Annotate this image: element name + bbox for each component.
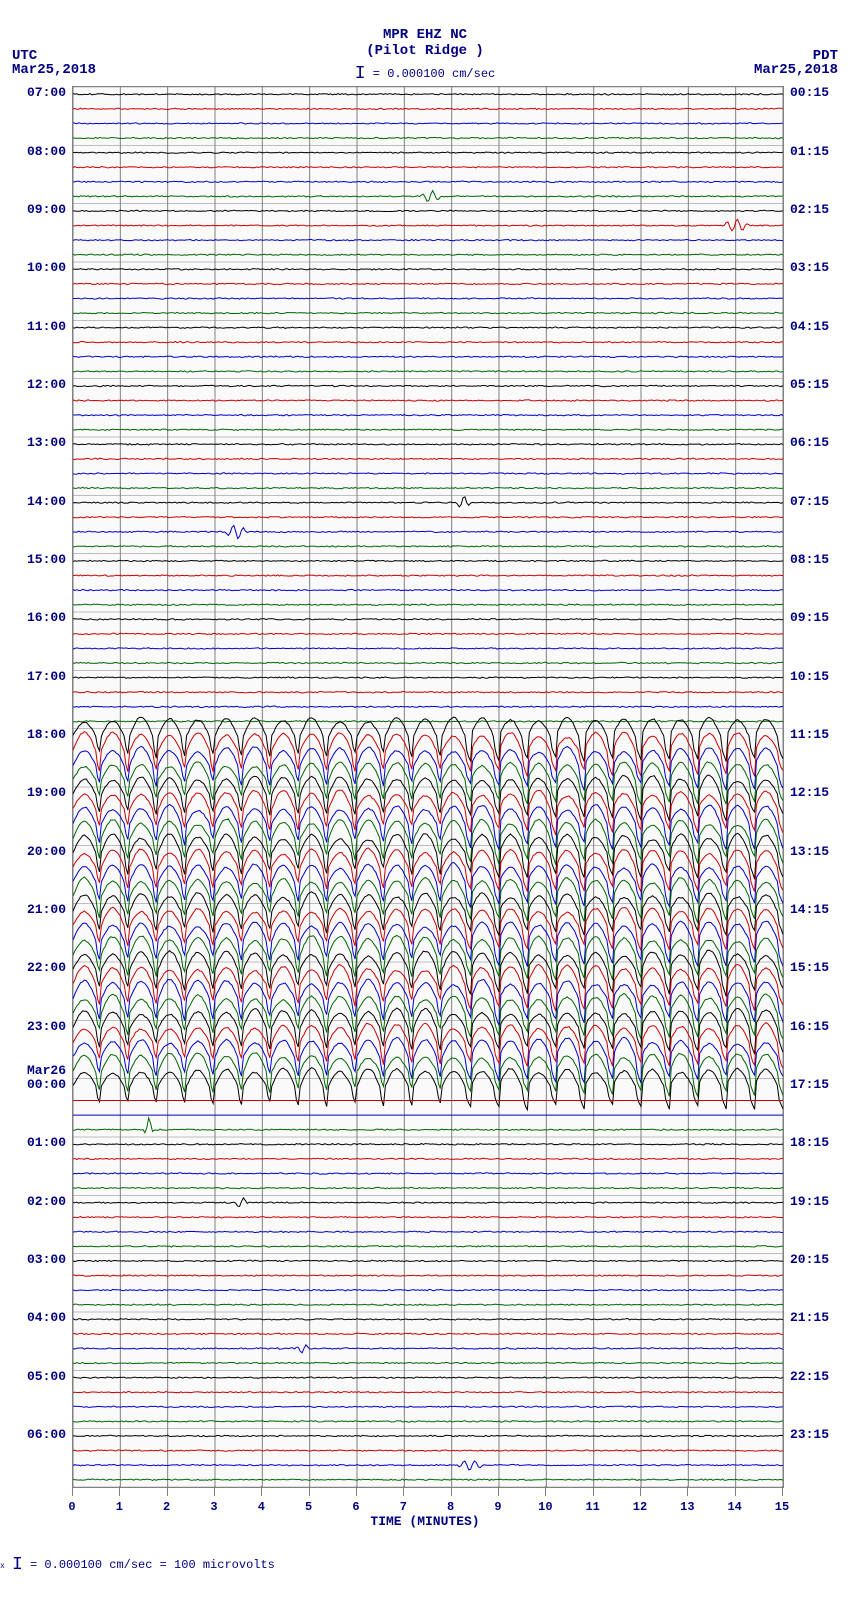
right-time-label: 15:15 — [790, 960, 845, 975]
scale-bar-icon: I — [12, 1555, 23, 1575]
left-time-label: 01:00 — [6, 1135, 66, 1150]
right-time-label: 11:15 — [790, 727, 845, 742]
x-tick-mark — [593, 1486, 594, 1496]
left-time-label: 16:00 — [6, 610, 66, 625]
right-time-label: 23:15 — [790, 1427, 845, 1442]
x-tick-mark — [451, 1486, 452, 1496]
right-time-label: 09:15 — [790, 610, 845, 625]
left-time-label: 20:00 — [6, 844, 66, 859]
mid-date-left: Mar26 — [6, 1063, 66, 1078]
left-time-label: 07:00 — [6, 85, 66, 100]
footer-scale-text: = 0.000100 cm/sec = 100 microvolts — [30, 1558, 275, 1572]
footer-scale: x I = 0.000100 cm/sec = 100 microvolts — [0, 1555, 275, 1575]
x-tick-mark — [214, 1486, 215, 1496]
x-tick-label: 0 — [57, 1500, 87, 1514]
x-tick-mark — [687, 1486, 688, 1496]
right-time-label: 00:15 — [790, 85, 845, 100]
left-time-label: 02:00 — [6, 1194, 66, 1209]
left-time-label: 10:00 — [6, 260, 66, 275]
date-right: Mar25,2018 — [754, 62, 838, 78]
x-tick-mark — [403, 1486, 404, 1496]
x-tick-label: 13 — [672, 1500, 702, 1514]
right-time-label: 01:15 — [790, 144, 845, 159]
left-time-label: 06:00 — [6, 1427, 66, 1442]
x-tick-label: 4 — [246, 1500, 276, 1514]
x-tick-mark — [261, 1486, 262, 1496]
left-time-label: 15:00 — [6, 552, 66, 567]
right-time-label: 05:15 — [790, 377, 845, 392]
right-time-label: 07:15 — [790, 494, 845, 509]
x-tick-label: 6 — [341, 1500, 371, 1514]
right-time-label: 21:15 — [790, 1310, 845, 1325]
right-time-label: 08:15 — [790, 552, 845, 567]
x-tick-mark — [72, 1486, 73, 1496]
left-time-label: 17:00 — [6, 669, 66, 684]
right-time-label: 04:15 — [790, 319, 845, 334]
left-time-label: 11:00 — [6, 319, 66, 334]
right-time-label: 16:15 — [790, 1019, 845, 1034]
left-time-label: 03:00 — [6, 1252, 66, 1267]
seismogram-container: MPR EHZ NC (Pilot Ridge ) I = 0.000100 c… — [0, 0, 850, 1613]
x-tick-mark — [356, 1486, 357, 1496]
x-tick-label: 14 — [720, 1500, 750, 1514]
left-time-label: 05:00 — [6, 1369, 66, 1384]
x-tick-label: 2 — [152, 1500, 182, 1514]
station-name: (Pilot Ridge ) — [0, 43, 850, 59]
left-time-label: 21:00 — [6, 902, 66, 917]
x-tick-mark — [782, 1486, 783, 1496]
footer-scale-prefix: x — [0, 1562, 5, 1571]
right-time-label: 03:15 — [790, 260, 845, 275]
seismogram-svg — [73, 87, 783, 1487]
x-tick-label: 7 — [388, 1500, 418, 1514]
right-time-label: 02:15 — [790, 202, 845, 217]
x-tick-label: 10 — [530, 1500, 560, 1514]
left-time-label: 19:00 — [6, 785, 66, 800]
x-tick-label: 1 — [104, 1500, 134, 1514]
right-time-label: 22:15 — [790, 1369, 845, 1384]
right-time-label: 19:15 — [790, 1194, 845, 1209]
scale-top-text: = 0.000100 cm/sec — [373, 67, 495, 81]
date-left: Mar25,2018 — [12, 62, 96, 78]
right-time-label: 17:15 — [790, 1077, 845, 1092]
x-tick-mark — [640, 1486, 641, 1496]
left-time-label: 09:00 — [6, 202, 66, 217]
x-tick-label: 3 — [199, 1500, 229, 1514]
left-time-label: 22:00 — [6, 960, 66, 975]
x-axis-title: TIME (MINUTES) — [0, 1514, 850, 1529]
scale-bar-icon: I — [355, 64, 366, 84]
left-time-label: 14:00 — [6, 494, 66, 509]
x-tick-label: 9 — [483, 1500, 513, 1514]
right-time-label: 20:15 — [790, 1252, 845, 1267]
x-tick-label: 5 — [294, 1500, 324, 1514]
right-time-label: 12:15 — [790, 785, 845, 800]
right-time-label: 18:15 — [790, 1135, 845, 1150]
right-time-label: 13:15 — [790, 844, 845, 859]
right-time-label: 14:15 — [790, 902, 845, 917]
left-time-label: 23:00 — [6, 1019, 66, 1034]
right-time-label: 10:15 — [790, 669, 845, 684]
left-time-label: 12:00 — [6, 377, 66, 392]
x-tick-mark — [309, 1486, 310, 1496]
x-tick-mark — [119, 1486, 120, 1496]
scale-top: I = 0.000100 cm/sec — [0, 64, 850, 84]
station-code: MPR EHZ NC — [0, 28, 850, 43]
x-tick-mark — [167, 1486, 168, 1496]
x-tick-label: 8 — [436, 1500, 466, 1514]
left-time-label: 00:00 — [6, 1077, 66, 1092]
x-tick-label: 11 — [578, 1500, 608, 1514]
x-tick-label: 12 — [625, 1500, 655, 1514]
left-time-label: 13:00 — [6, 435, 66, 450]
x-tick-label: 15 — [767, 1500, 797, 1514]
x-tick-mark — [498, 1486, 499, 1496]
right-time-label: 06:15 — [790, 435, 845, 450]
left-time-label: 04:00 — [6, 1310, 66, 1325]
left-time-label: 08:00 — [6, 144, 66, 159]
x-tick-mark — [735, 1486, 736, 1496]
seismogram-plot — [72, 86, 784, 1488]
x-tick-mark — [545, 1486, 546, 1496]
left-time-label: 18:00 — [6, 727, 66, 742]
